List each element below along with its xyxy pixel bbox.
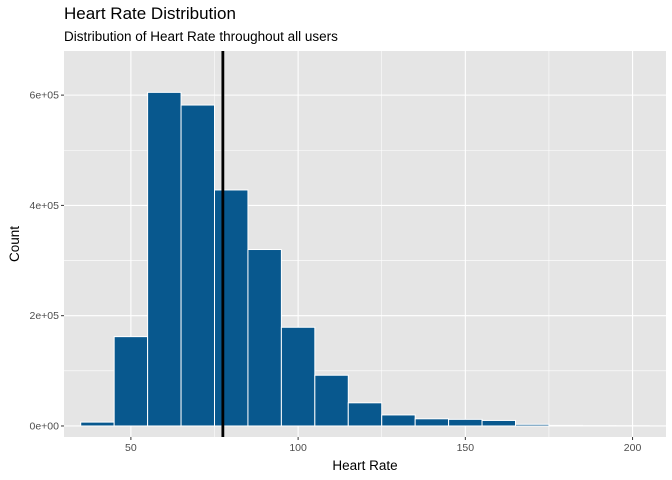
chart-title: Heart Rate Distribution [64, 4, 236, 23]
histogram-bar [214, 189, 249, 427]
histogram-bar [180, 104, 215, 427]
chart-subtitle: Distribution of Heart Rate throughout al… [64, 29, 338, 44]
histogram-bar [314, 374, 349, 427]
x-axis-title: Heart Rate [332, 458, 397, 473]
x-tick-label: 50 [125, 442, 137, 454]
x-axis-ticks: 50 100 150 200 [125, 437, 641, 454]
histogram-bar [147, 91, 182, 427]
x-tick-label: 150 [457, 442, 475, 454]
histogram-bar [347, 402, 383, 427]
histogram-bars [80, 91, 650, 427]
histogram-bar [247, 249, 282, 427]
histogram-bar [113, 336, 149, 427]
histogram-bar [448, 418, 483, 427]
histogram-bar [515, 423, 550, 427]
y-tick-label: 0e+00 [30, 420, 60, 432]
y-tick-label: 6e+05 [30, 90, 60, 102]
histogram-bar [80, 421, 115, 427]
histogram-bar [548, 424, 583, 427]
y-tick-label: 2e+05 [30, 310, 60, 322]
y-axis-ticks: 0e+00 2e+05 4e+05 6e+05 [30, 90, 64, 432]
histogram-bar [381, 414, 416, 427]
x-tick-label: 200 [624, 442, 642, 454]
y-axis-title: Count [7, 226, 22, 262]
histogram-bar [280, 326, 316, 427]
x-tick-label: 100 [289, 442, 307, 454]
histogram-bar [481, 419, 516, 427]
histogram-bar [414, 418, 450, 427]
y-tick-label: 4e+05 [30, 200, 60, 212]
